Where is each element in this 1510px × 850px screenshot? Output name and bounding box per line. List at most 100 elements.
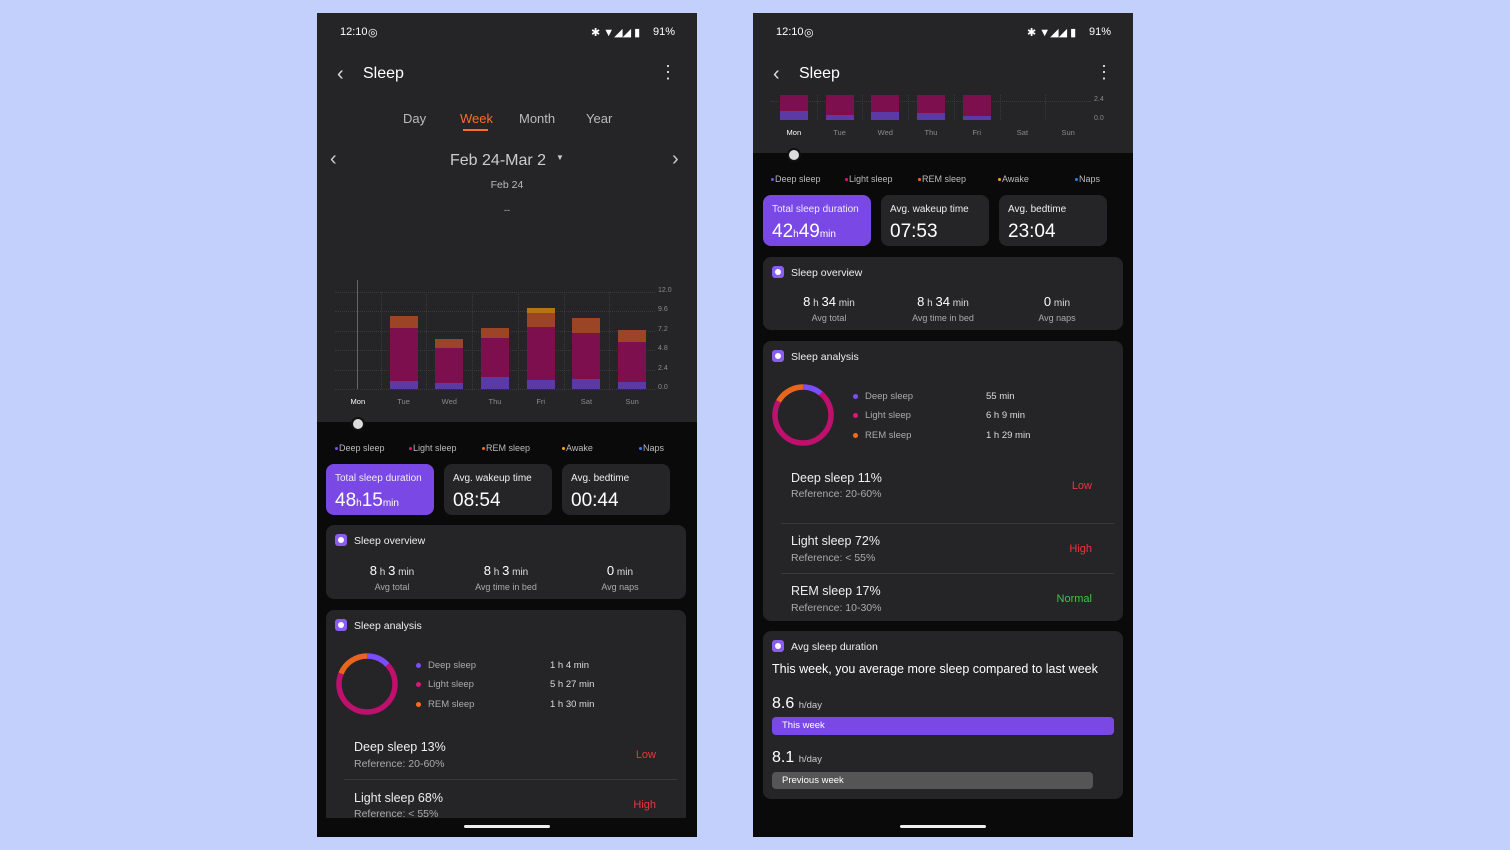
donut-segment [336, 653, 398, 715]
deep-percent: Deep sleep 11% [791, 471, 882, 485]
avg-wakeup-card[interactable]: Avg. wakeup time 07:53 [881, 195, 989, 246]
total-sleep-label: Total sleep duration [772, 204, 859, 215]
deep-value: 1 h 4 min [550, 660, 590, 671]
bar-wed-deep-sleep [435, 382, 464, 389]
bar-tue-light-sleep [389, 328, 418, 381]
sleep-overview-card[interactable]: Sleep overview 8 h 3 min Avg total 8 h 3 … [326, 525, 686, 599]
rem-value: 1 h 30 min [550, 699, 595, 710]
divider [344, 779, 677, 780]
prev-week-icon[interactable]: ‹ [330, 148, 337, 170]
whatsapp-icon: ◎ [804, 27, 814, 39]
gridline [862, 95, 864, 120]
gridline [517, 292, 519, 389]
sleep-overview-card[interactable]: Sleep overview 8 h 34 min Avg total 8 h 3… [763, 257, 1123, 330]
date-range[interactable]: Feb 24-Mar 2 [450, 152, 547, 169]
bar-fri-rem-sleep [526, 313, 555, 327]
dropdown-icon[interactable]: ▼ [556, 153, 564, 162]
overview-avg-bed: 8 h 3 min Avg time in bed [475, 563, 537, 592]
total-sleep-card[interactable]: Total sleep duration 48h15min [326, 464, 434, 515]
legend-dot-icon [1075, 178, 1078, 182]
avg-sleep-duration-card[interactable]: Avg sleep duration This week, you averag… [763, 631, 1123, 799]
legend-deep-sleep: Deep sleep [335, 443, 385, 453]
y-tick-label: 0.0 [658, 384, 668, 391]
previous-week-value: 8.1 h/day [772, 749, 822, 766]
battery-level: 91% [1089, 26, 1112, 38]
avg-wakeup-value: 08:54 [453, 490, 501, 511]
light-status: High [1069, 543, 1092, 555]
total-sleep-card[interactable]: Total sleep duration 42h49min [763, 195, 871, 246]
legend-rem: REM sleep [853, 430, 911, 441]
status-time: 12:10 [340, 26, 368, 38]
avg-bedtime-card[interactable]: Avg. bedtime 00:44 [562, 464, 670, 515]
sleep-analysis-card[interactable]: Sleep analysis Deep sleep Light sleep RE… [326, 610, 686, 837]
light-value: 6 h 9 min [986, 410, 1026, 421]
chart-cursor-handle[interactable] [787, 148, 801, 162]
avg-wakeup-label: Avg. wakeup time [890, 204, 969, 215]
gridline [426, 292, 428, 389]
home-indicator[interactable] [900, 825, 986, 828]
gridline [563, 292, 565, 389]
gridline [908, 95, 910, 120]
day-label-sat: Sat [580, 397, 593, 406]
selected-date: Feb 24 [490, 179, 524, 191]
avg-wakeup-label: Avg. wakeup time [453, 473, 532, 484]
this-week-bar: This week [772, 717, 1114, 735]
page-title: Sleep [799, 65, 840, 82]
legend-rem-sleep: REM sleep [482, 443, 530, 453]
day-label-fri: Fri [972, 128, 982, 137]
tab-day[interactable]: Day [403, 111, 427, 126]
overview-avg-naps: 0 min Avg naps [1038, 294, 1076, 323]
donut-segment [772, 384, 834, 446]
light-reference: Reference: < 55% [791, 552, 876, 564]
gridline [609, 292, 611, 389]
day-label-tue: Tue [833, 128, 846, 137]
legend-light-sleep: Light sleep [845, 174, 893, 184]
sleep-chart[interactable] [335, 292, 655, 390]
back-icon[interactable]: ‹ [773, 63, 780, 85]
this-week-value: 8.6 h/day [772, 695, 822, 712]
sleep-icon [772, 350, 784, 362]
day-label-fri: Fri [536, 397, 546, 406]
day-label-wed: Wed [877, 128, 893, 137]
more-options-icon[interactable]: ⋮ [1095, 62, 1113, 82]
sleep-chart[interactable] [771, 95, 1091, 120]
avg-sleep-title: Avg sleep duration [791, 641, 878, 653]
y-tick-label: 9.6 [658, 306, 668, 314]
rem-percent: REM sleep 17% [791, 584, 881, 598]
legend-naps: Naps [639, 443, 664, 453]
rem-reference: Reference: 10-30% [791, 602, 882, 614]
back-icon[interactable]: ‹ [337, 63, 344, 85]
bar-thu-rem-sleep [481, 327, 509, 339]
legend-dot-icon [918, 178, 921, 182]
sleep-stage-donut [772, 384, 834, 446]
more-options-icon[interactable]: ⋮ [659, 62, 677, 82]
bar-sat-rem-sleep [572, 317, 601, 334]
day-label-mon: Mon [350, 397, 366, 406]
next-week-icon[interactable]: › [672, 148, 679, 170]
home-indicator[interactable] [464, 825, 550, 828]
sleep-analysis-card[interactable]: Sleep analysis Deep sleep Light sleep RE… [763, 341, 1123, 621]
legend-dot-icon [998, 178, 1001, 182]
y-tick-label: 2.4 [658, 364, 668, 372]
bar-thu-light-sleep [481, 338, 509, 377]
avg-wakeup-card[interactable]: Avg. wakeup time 08:54 [444, 464, 552, 515]
sleep-analysis-title: Sleep analysis [354, 620, 422, 632]
sleep-icon [335, 619, 347, 631]
overview-avg-bed: 8 h 34 min Avg time in bed [912, 294, 974, 323]
sleep-overview-title: Sleep overview [354, 535, 426, 547]
chart-icon [772, 640, 784, 652]
gridline [335, 292, 655, 293]
bar-thu-deep-sleep [917, 112, 945, 120]
tab-week[interactable]: Week [460, 111, 493, 126]
day-label-thu: Thu [924, 128, 938, 137]
gridline [816, 95, 818, 120]
battery-level: 91% [653, 26, 676, 38]
bar-mon-light-sleep [779, 95, 808, 112]
avg-bedtime-label: Avg. bedtime [1008, 204, 1067, 215]
avg-bedtime-card[interactable]: Avg. bedtime 23:04 [999, 195, 1107, 246]
tab-year[interactable]: Year [586, 111, 613, 126]
tab-month[interactable]: Month [519, 111, 556, 126]
chart-cursor-handle[interactable] [351, 417, 365, 431]
sleep-icon [772, 266, 784, 278]
bar-sat-light-sleep [572, 333, 601, 379]
